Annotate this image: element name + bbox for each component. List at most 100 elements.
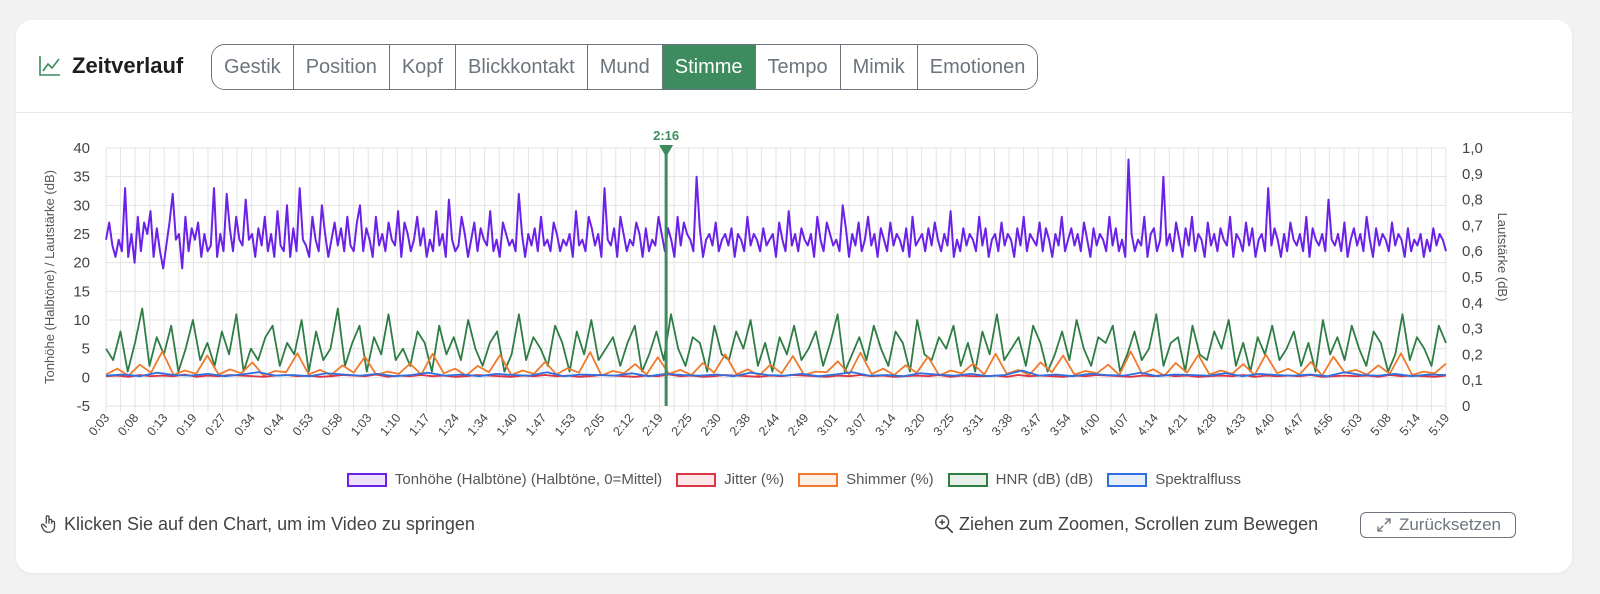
legend-item[interactable]: Spektralfluss [1107, 471, 1241, 488]
legend-label: HNR (dB) (dB) [995, 471, 1094, 488]
y-tick-label: 10 [73, 312, 90, 329]
x-tick-label: 3:25 [931, 411, 957, 439]
x-tick-label: 2:25 [669, 411, 695, 439]
x-tick-label: 4:00 [1076, 411, 1102, 439]
tab-blickkontakt[interactable]: Blickkontakt [456, 45, 588, 89]
y2-axis-title: Lautstärke (dB) [1495, 213, 1510, 302]
legend-item[interactable]: HNR (dB) (dB) [947, 471, 1094, 488]
x-tick-label: 5:03 [1339, 411, 1365, 439]
x-tick-label: 2:05 [581, 411, 607, 439]
hand-pointer-icon [40, 515, 56, 533]
x-tick-label: 2:38 [727, 411, 753, 439]
tab-emotionen[interactable]: Emotionen [917, 45, 1038, 89]
x-tick-label: 3:01 [814, 411, 840, 439]
card-header: Zeitverlauf Gestik Position Kopf Blickkonta… [16, 20, 1572, 113]
tab-mund[interactable]: Mund [587, 45, 663, 89]
y2-tick-label: 0,5 [1462, 269, 1483, 286]
x-tick-label: 4:33 [1222, 411, 1248, 439]
y2-tick-label: 0,9 [1462, 166, 1483, 183]
x-tick-label: 0:03 [86, 411, 112, 439]
x-tick-label: 1:03 [348, 411, 374, 439]
x-tick-label: 4:56 [1309, 411, 1335, 439]
tab-position[interactable]: Position [293, 45, 390, 89]
x-tick-label: 4:14 [1135, 411, 1161, 439]
legend-item[interactable]: Shimmer (%) [798, 471, 934, 488]
x-tick-label: 3:38 [989, 411, 1015, 439]
x-tick-label: 0:58 [319, 411, 345, 439]
legend-swatch [1107, 472, 1148, 487]
x-tick-label: 1:53 [552, 411, 578, 439]
y2-tick-label: 0,4 [1462, 295, 1483, 312]
x-tick-label: 4:47 [1280, 411, 1306, 439]
y-tick-label: 25 [73, 226, 90, 243]
x-tick-label: 4:07 [1105, 411, 1131, 439]
x-tick-label: 3:07 [843, 411, 869, 439]
x-tick-label: 0:19 [173, 411, 199, 439]
x-tick-label: 5:14 [1397, 411, 1423, 439]
series-line [105, 369, 1447, 378]
x-tick-label: 2:30 [698, 411, 724, 439]
y2-tick-label: 1,0 [1462, 140, 1483, 157]
x-tick-label: 2:44 [756, 411, 782, 439]
x-tick-label: 0:34 [232, 411, 258, 439]
x-tick-label: 0:13 [144, 411, 170, 439]
series-line [105, 158, 1447, 270]
timeline-card: Zeitverlauf Gestik Position Kopf Blickkonta… [16, 20, 1572, 573]
chart-legend: Tonhöhe (Halbtöne) (Halbtöne, 0=Mittel) J… [16, 471, 1572, 488]
legend-swatch [676, 472, 717, 487]
card-title: Zeitverlauf [72, 53, 184, 78]
x-tick-label: 3:20 [902, 411, 928, 439]
x-tick-label: 4:28 [1193, 411, 1219, 439]
x-tick-label: 3:54 [1047, 411, 1073, 439]
y-axis-title: Tonhöhe (Halbtöne) / Lautstärke (dB) [42, 170, 57, 384]
x-tick-label: 0:27 [202, 411, 228, 439]
y2-tick-label: 0 [1462, 398, 1470, 415]
voice-timeline-chart[interactable]: 0:03 0:08 0:13 0:19 0:27 0:34 0:44 0:53 0:58 1:03… [16, 115, 1572, 515]
y-tick-label: 40 [73, 140, 90, 157]
y-tick-label: 20 [73, 255, 90, 272]
y-tick-label: 0 [82, 369, 90, 386]
x-tick-label: 0:08 [115, 411, 141, 439]
y2-tick-label: 0,6 [1462, 243, 1483, 260]
y-tick-label: 5 [82, 341, 90, 358]
tab-kopf[interactable]: Kopf [389, 45, 456, 89]
y2-tick-label: 0,2 [1462, 346, 1483, 363]
legend-label: Spektralfluss [1155, 471, 1242, 488]
series-line [105, 307, 1447, 373]
x-tick-label: 1:17 [406, 411, 432, 439]
x-tick-label: 3:14 [872, 411, 898, 439]
x-tick-label: 5:19 [1426, 411, 1452, 439]
x-tick-label: 0:53 [290, 411, 316, 439]
x-tick-label: 4:40 [1251, 411, 1277, 439]
category-tabs: Gestik Position Kopf Blickkontakt Mund Stimme… [211, 44, 1039, 90]
tab-tempo[interactable]: Tempo [755, 45, 841, 89]
zoom-hint-text: Ziehen zum Zoomen, Scrollen zum Bewegen [959, 513, 1319, 534]
legend-swatch [947, 472, 988, 487]
x-tick-label: 0:44 [261, 411, 287, 439]
y2-tick-label: 0,8 [1462, 192, 1483, 209]
legend-label: Tonhöhe (Halbtöne) (Halbtöne, 0=Mittel) [394, 471, 663, 488]
reset-zoom-button[interactable]: Zurücksetzen [1360, 512, 1516, 538]
x-tick-label: 3:31 [960, 411, 986, 439]
x-tick-label: 2:12 [610, 411, 636, 439]
legend-item[interactable]: Tonhöhe (Halbtöne) (Halbtöne, 0=Mittel) [346, 471, 663, 488]
legend-swatch [798, 472, 839, 487]
line-chart-icon [39, 56, 60, 76]
y-tick-label: -5 [77, 398, 90, 415]
x-tick-label: 1:34 [465, 411, 491, 439]
legend-item[interactable]: Jitter (%) [676, 471, 784, 488]
legend-label: Shimmer (%) [846, 471, 934, 488]
x-tick-label: 1:47 [523, 411, 549, 439]
y2-tick-label: 0,3 [1462, 321, 1483, 338]
legend-label: Jitter (%) [724, 471, 785, 488]
x-tick-label: 5:08 [1368, 411, 1394, 439]
playback-marker-handle [659, 145, 674, 157]
tab-mimik[interactable]: Mimik [840, 45, 918, 89]
y-tick-label: 15 [73, 283, 90, 300]
tab-gestik[interactable]: Gestik [212, 45, 294, 89]
expand-icon [1377, 518, 1391, 532]
zoom-hint: Ziehen zum Zoomen, Scrollen zum Bewegen [933, 513, 1318, 535]
tab-stimme[interactable]: Stimme [662, 45, 756, 89]
zoom-in-icon [935, 515, 954, 534]
reset-button-label: Zurücksetzen [1398, 515, 1502, 534]
